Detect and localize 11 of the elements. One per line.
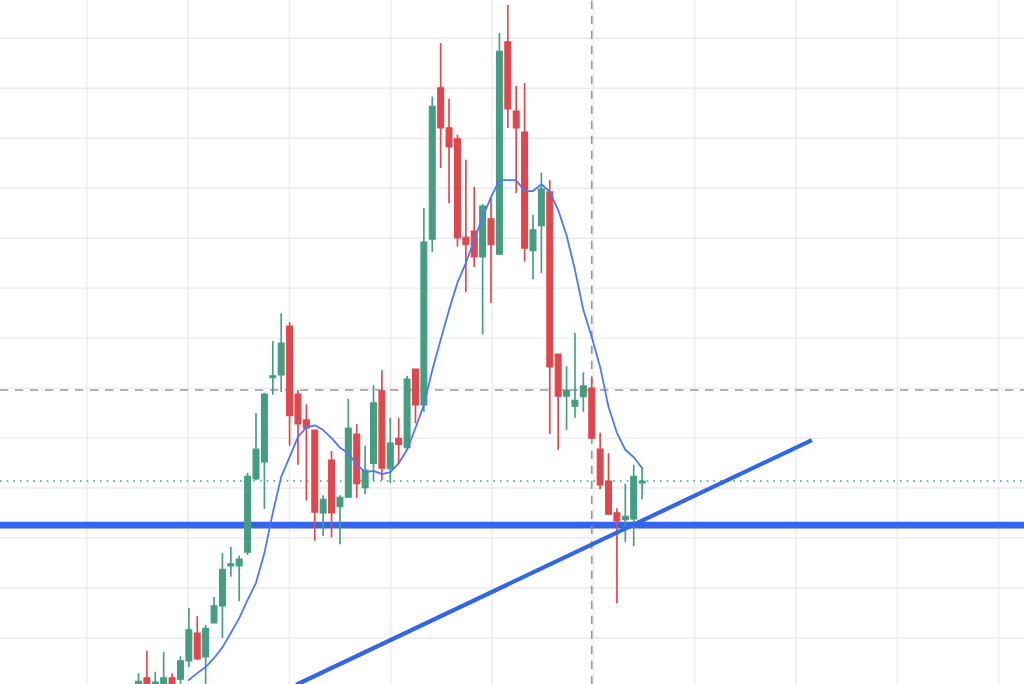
candlestick [269,340,277,396]
candlestick [571,332,579,419]
candlestick [395,417,403,465]
candlestick [143,649,151,684]
candlestick [512,84,520,194]
candlestick [579,371,587,413]
candlestick [563,365,571,431]
candlestick [235,554,243,602]
candlestick [319,494,327,537]
candlestick [529,213,537,281]
candlestick [227,546,235,578]
